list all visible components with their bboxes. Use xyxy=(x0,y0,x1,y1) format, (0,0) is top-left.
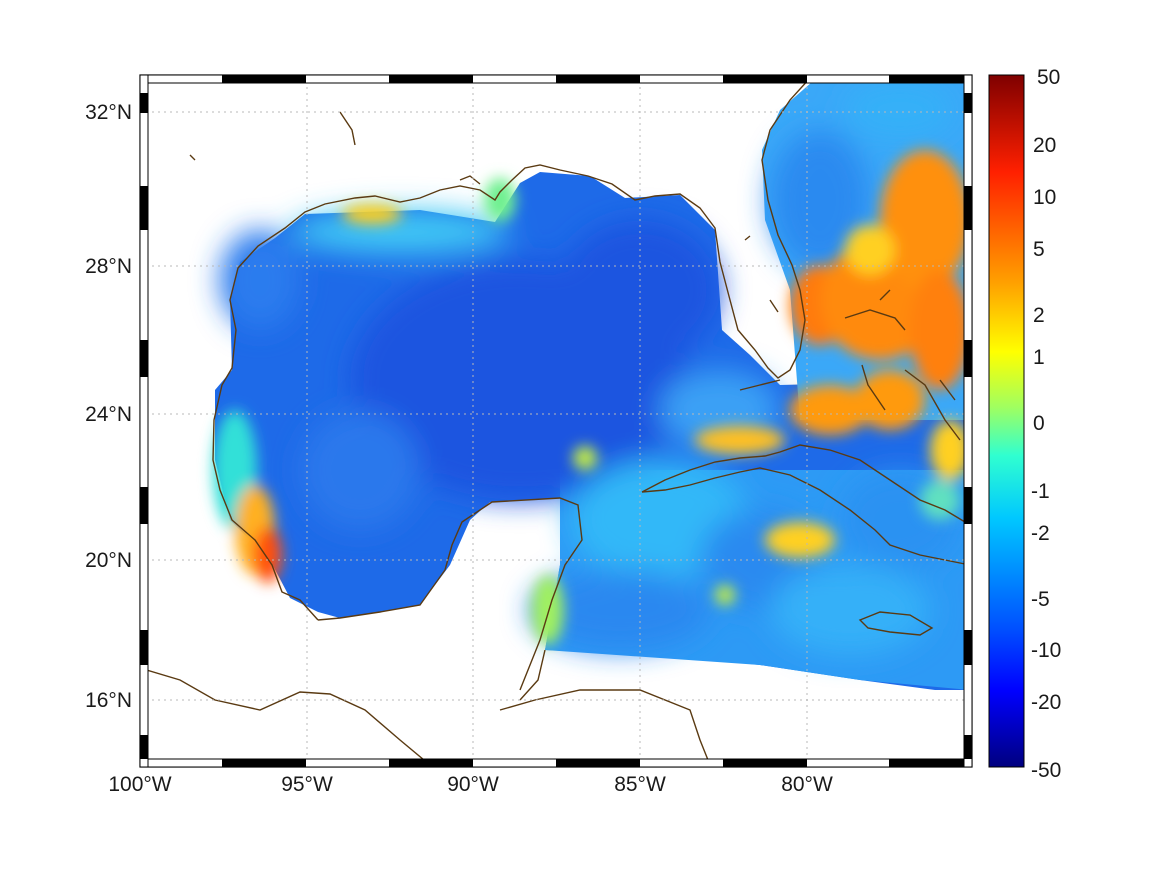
colorbar-label: 10 xyxy=(1033,186,1056,209)
coastlines xyxy=(140,77,971,766)
gulf-coastline xyxy=(212,77,811,691)
central-america-coastline xyxy=(140,649,711,766)
colorbar-label: -5 xyxy=(1031,588,1050,611)
colorbar-label: 1 xyxy=(1033,346,1045,369)
x-tick-label: 80°W xyxy=(781,773,833,796)
colorbar-label: -10 xyxy=(1031,639,1061,662)
y-tick-label: 28°N xyxy=(85,255,132,278)
inland-details xyxy=(189,111,779,313)
florida-keys xyxy=(739,379,781,391)
colorbar-label: -1 xyxy=(1031,480,1050,503)
y-axis-labels: 32°N 28°N 24°N 20°N 16°N xyxy=(85,101,132,712)
colorbar-label: 0 xyxy=(1033,412,1045,435)
y-tick-label: 16°N xyxy=(85,689,132,712)
y-tick-label: 24°N xyxy=(85,403,132,426)
colorbar-gradient xyxy=(988,74,1025,768)
x-tick-label: 95°W xyxy=(281,773,333,796)
x-tick-label: 85°W xyxy=(614,773,666,796)
x-tick-label: 90°W xyxy=(447,773,499,796)
colorbar-label: 2 xyxy=(1033,304,1045,327)
colorbar-label: -50 xyxy=(1031,759,1061,782)
bahamas-coastline xyxy=(844,289,961,441)
colorbar-label: 20 xyxy=(1033,134,1056,157)
x-tick-label: 100°W xyxy=(108,773,171,796)
colorbar-label: 5 xyxy=(1033,238,1045,261)
y-tick-label: 32°N xyxy=(85,101,132,124)
map-frame xyxy=(139,74,973,768)
colorbar-label: 50 xyxy=(1037,66,1060,89)
data-field xyxy=(213,80,972,690)
colorbar-label: -20 xyxy=(1031,691,1061,714)
cuba-coastline xyxy=(641,444,971,566)
y-tick-label: 20°N xyxy=(85,549,132,572)
colorbar-label: -2 xyxy=(1031,522,1050,545)
colorbar-labels: 50 20 10 5 2 1 0 -1 -2 -5 -10 -20 -50 xyxy=(1031,66,1061,782)
map-grid xyxy=(140,75,972,767)
x-axis-labels: 100°W 95°W 90°W 85°W 80°W xyxy=(108,773,833,796)
colorbar: 50 20 10 5 2 1 0 -1 -2 -5 -10 -20 -50 xyxy=(988,66,1061,782)
jamaica-coastline xyxy=(858,611,934,636)
